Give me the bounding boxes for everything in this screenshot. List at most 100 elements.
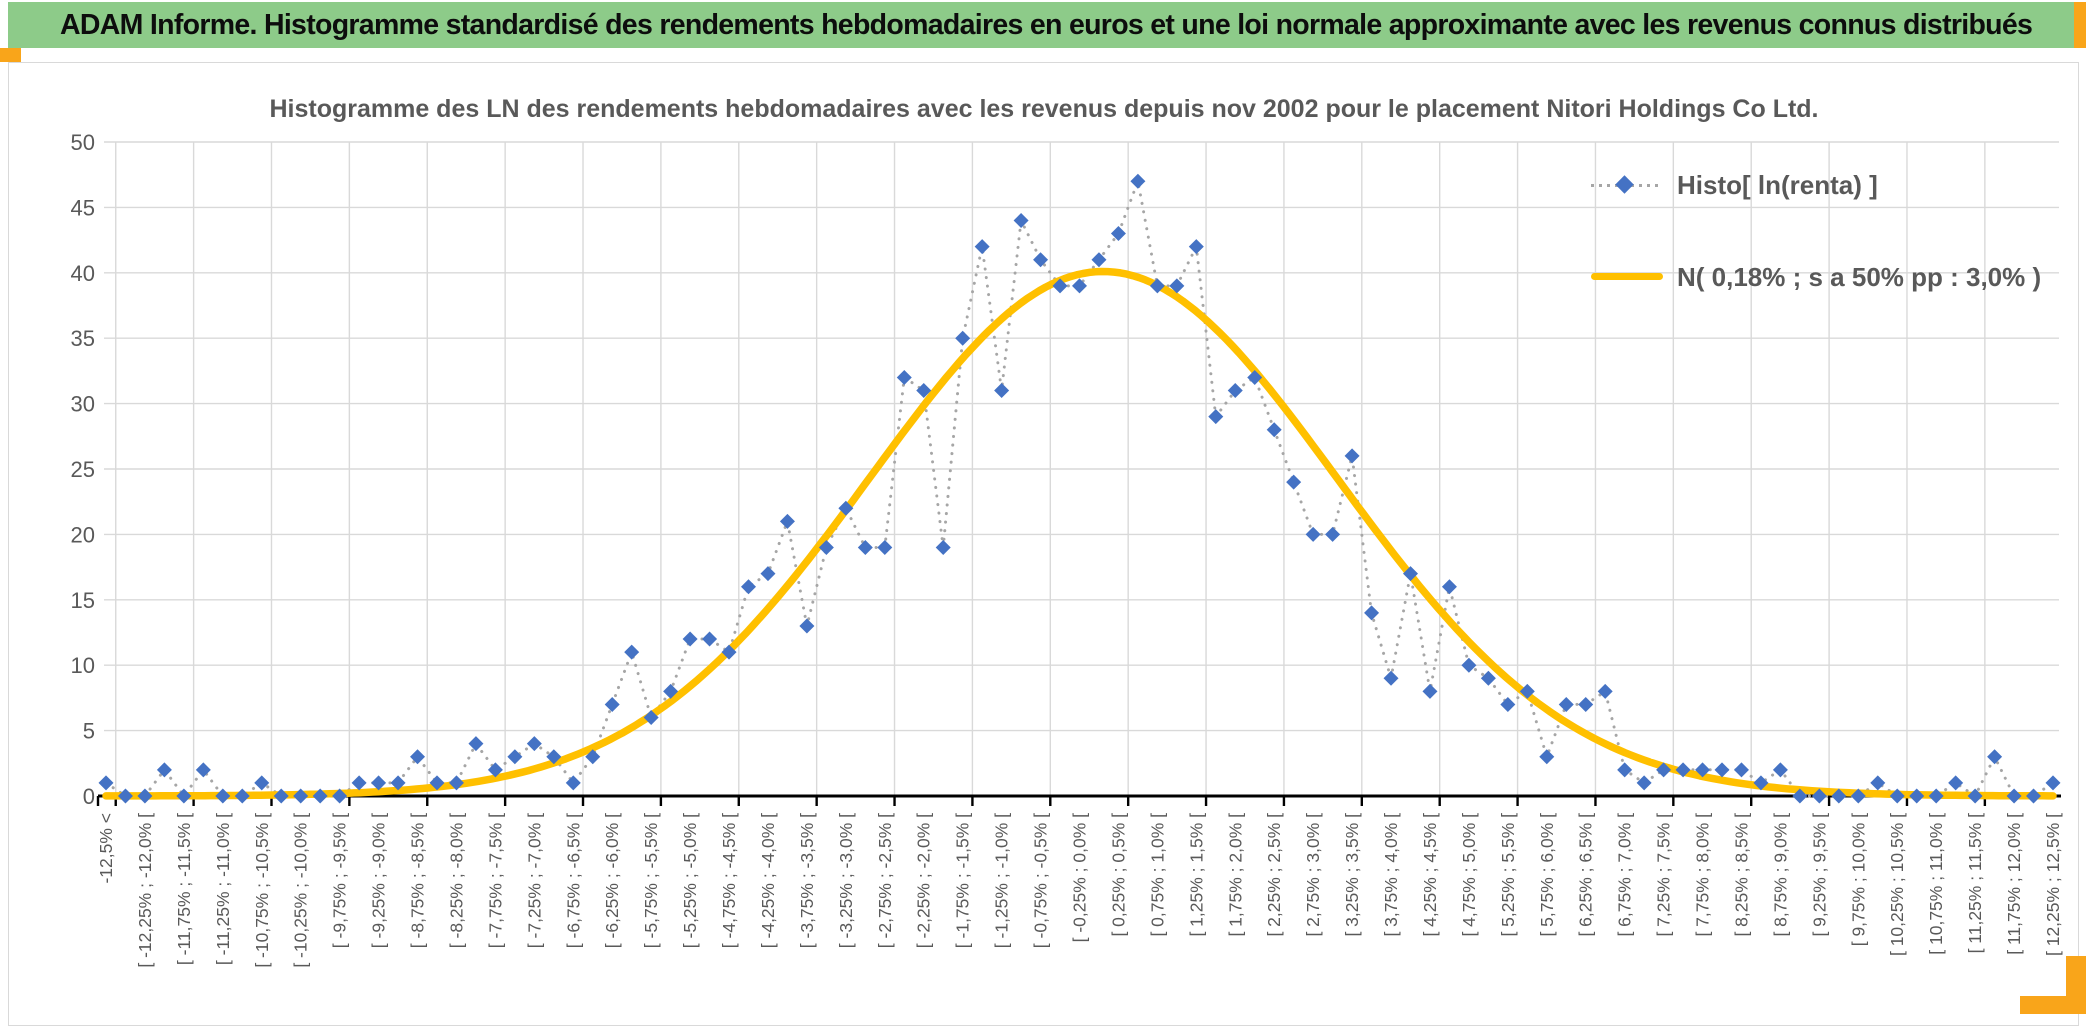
histogram-point <box>1091 252 1107 268</box>
histogram-point <box>1208 409 1224 425</box>
histogram-point <box>682 631 698 647</box>
histogram-point <box>1247 369 1263 385</box>
histogram-point <box>351 775 367 791</box>
x-tick-label: [ -2,75% ; -2,5% [ <box>875 813 895 948</box>
histogram-point <box>1695 762 1711 778</box>
x-tick-label: [ -7,75% ; -7,5% [ <box>485 813 505 948</box>
histogram-point <box>585 749 601 765</box>
histogram-point <box>156 762 172 778</box>
histogram-point <box>1072 278 1087 294</box>
x-tick-label: [ -6,75% ; -6,5% [ <box>563 813 583 948</box>
yellow-accent-bottom-right-v <box>2066 956 2086 1014</box>
histogram-point <box>955 330 971 346</box>
histogram-point <box>1266 422 1282 438</box>
histogram-point <box>273 788 289 804</box>
x-tick-label: [ -10,25% ; -10,0% [ <box>291 813 311 968</box>
x-tick-label: [ 7,25% ; 7,5% [ <box>1654 813 1674 937</box>
histogram-point <box>234 788 250 804</box>
chart-area: Histogramme des LN des rendements hebdom… <box>8 62 2079 1026</box>
histogram-point <box>1831 788 1847 804</box>
histogram-point <box>1033 252 1049 268</box>
x-tick-label: [ -1,25% ; -1,0% [ <box>992 813 1012 948</box>
histogram-point <box>1500 696 1516 712</box>
y-tick-label: 20 <box>71 522 95 547</box>
x-tick-label: [ -0,75% ; -0,5% [ <box>1031 813 1051 948</box>
histogram-point <box>1987 749 2003 765</box>
chart-legend: Histo[ ln(renta) ] N( 0,18% ; s a 50% pp… <box>1591 163 2041 347</box>
histogram-point <box>1772 762 1788 778</box>
histogram-point <box>254 775 270 791</box>
histogram-point <box>1578 696 1594 712</box>
x-tick-label: [ 11,75% ; 12,0% [ <box>2004 813 2024 955</box>
histogram-point <box>1013 212 1029 228</box>
histogram-point <box>799 618 815 634</box>
x-tick-label: [ 3,25% ; 3,5% [ <box>1342 813 1362 937</box>
plot-canvas[interactable]: 0 5 10 15 20 25 30 35 40 45 50 -12,5% < [ -12,25% ; … <box>9 63 2079 1025</box>
x-tick-label: [ -4,75% ; -4,5% [ <box>719 813 739 948</box>
x-tick-label: [ 1,25% ; 1,5% [ <box>1186 813 1206 937</box>
histogram-point <box>624 644 640 660</box>
x-tick-label: [ 8,75% ; 9,0% [ <box>1770 813 1790 937</box>
histogram-point <box>779 513 795 529</box>
histogram-point <box>1286 474 1302 490</box>
y-tick-label: 0 <box>83 784 95 809</box>
histogram-point <box>1149 278 1165 294</box>
histogram-point <box>1597 683 1613 699</box>
histogram-point <box>935 539 951 555</box>
histogram-point <box>293 788 309 804</box>
y-tick-label: 10 <box>71 653 95 678</box>
y-tick-label: 50 <box>71 130 95 155</box>
histogram-point <box>1636 775 1652 791</box>
x-tick-label: [ 2,25% ; 2,5% [ <box>1264 813 1284 937</box>
histogram-point <box>195 762 211 778</box>
histogram-point <box>429 775 445 791</box>
histogram-point <box>390 775 406 791</box>
x-tick-label: [ -9,75% ; -9,5% [ <box>330 813 350 948</box>
histogram-point <box>1130 173 1146 189</box>
histogram-point <box>1364 605 1380 621</box>
histogram-point <box>371 775 387 791</box>
legend-label-histogram: Histo[ ln(renta) ] <box>1677 169 1878 200</box>
histogram-point <box>2006 788 2022 804</box>
histogram-point <box>1811 788 1827 804</box>
x-tick-label: [ -7,25% ; -7,0% [ <box>524 813 544 948</box>
histogram-point <box>546 749 562 765</box>
x-tick-label: [ -8,75% ; -8,5% [ <box>408 813 428 948</box>
histogram-point <box>117 788 133 804</box>
histogram-point <box>526 736 542 752</box>
y-tick-label: 45 <box>71 195 95 220</box>
histogram-point <box>721 644 737 660</box>
x-tick-label: [ 3,75% ; 4,0% [ <box>1381 813 1401 937</box>
x-tick-label: [ -1,75% ; -1,5% [ <box>953 813 973 948</box>
x-tick-label: [ 12,25% ; 12,5% [ <box>2043 813 2063 956</box>
histogram-point <box>838 500 854 516</box>
histogram-point <box>663 683 679 699</box>
y-tick-label: 30 <box>71 392 95 417</box>
histogram-point <box>565 775 581 791</box>
histogram-point <box>1675 762 1691 778</box>
histogram-point <box>702 631 718 647</box>
histogram-point <box>1909 788 1925 804</box>
histogram-point <box>1617 762 1633 778</box>
histogram-point <box>1539 749 1555 765</box>
histogram-point <box>1480 670 1496 686</box>
histogram-point <box>137 788 153 804</box>
histogram-point <box>1967 788 1983 804</box>
x-tick-label: [ 10,75% ; 11,0% [ <box>1926 813 1946 955</box>
legend-label-normal-curve: N( 0,18% ; s a 50% pp : 3,0% ) <box>1677 261 2042 292</box>
legend-item-histogram[interactable]: Histo[ ln(renta) ] <box>1591 163 2021 207</box>
histogram-point <box>1870 775 1886 791</box>
histogram-point <box>215 788 231 804</box>
x-tick-label: [ 4,25% ; 4,5% [ <box>1420 813 1440 937</box>
x-tick-label: [ -8,25% ; -8,0% [ <box>446 813 466 948</box>
x-tick-label: [ 11,25% ; 11,5% [ <box>1965 813 1985 954</box>
x-tick-label: [ -11,25% ; -11,0% [ <box>213 813 233 965</box>
x-tick-label: [ -3,25% ; -3,0% [ <box>836 813 856 948</box>
y-tick-label: 25 <box>71 457 95 482</box>
histogram-point <box>643 710 659 726</box>
histogram-point <box>857 539 873 555</box>
legend-item-normal-curve[interactable]: N( 0,18% ; s a 50% pp : 3,0% ) <box>1591 255 2041 299</box>
histogram-point <box>1325 526 1341 542</box>
histogram-point <box>1753 775 1769 791</box>
histogram-point <box>994 383 1010 399</box>
